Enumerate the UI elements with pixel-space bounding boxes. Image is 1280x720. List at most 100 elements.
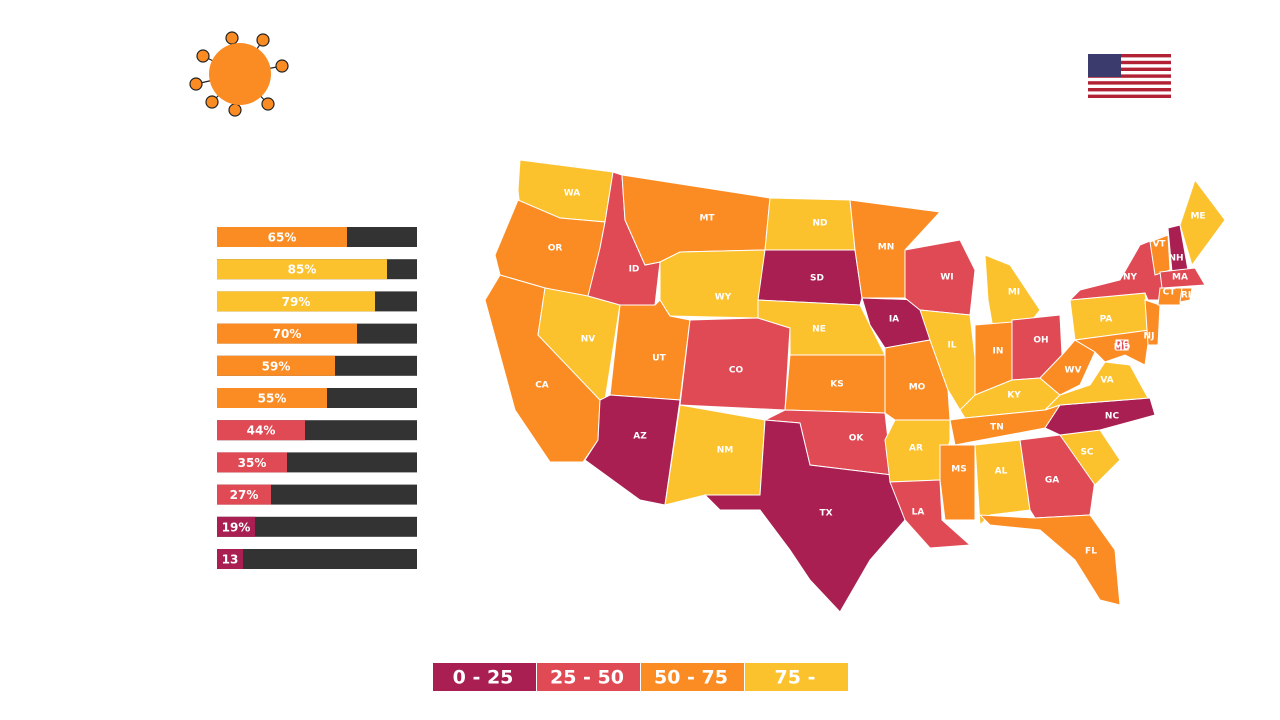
state-label: OK	[849, 434, 865, 444]
state-label: CO	[729, 366, 744, 376]
state	[584, 394, 681, 506]
bar-label: 27%	[230, 488, 259, 502]
state	[1044, 361, 1149, 411]
state-label: ID	[629, 265, 640, 275]
legend-label: 50 - 75	[654, 667, 728, 689]
state-label: MN	[878, 243, 895, 253]
state	[1115, 339, 1129, 351]
state	[764, 197, 856, 251]
state-label: FL	[1085, 547, 1097, 557]
legend-label: 0 - 25	[453, 667, 514, 689]
state-label: IL	[947, 341, 956, 351]
state-label: UT	[652, 354, 666, 364]
bar	[217, 516, 255, 537]
legend-swatch	[537, 663, 640, 691]
state	[757, 249, 863, 306]
state-label: AR	[909, 444, 923, 454]
state	[978, 514, 1121, 606]
state-label: CT	[1163, 288, 1177, 298]
bar-label: 44%	[247, 424, 276, 438]
bar	[217, 323, 357, 344]
state-label: TX	[819, 509, 832, 519]
bar-list: 65% 85% 79% 70% 59% 55% 44% 35% 27% 19% 13	[217, 227, 417, 569]
state-label: KS	[830, 380, 843, 390]
legend-swatch	[641, 663, 744, 691]
state-label: IN	[993, 347, 1004, 357]
bar-track	[217, 549, 417, 569]
bar	[217, 420, 305, 441]
state	[974, 439, 1031, 527]
state-label: ND	[812, 219, 827, 229]
state-label: KY	[1007, 391, 1021, 401]
bar-label: 19%	[222, 520, 251, 534]
state-label: AZ	[633, 432, 647, 442]
state-label: MT	[699, 214, 715, 224]
legend-swatch	[433, 663, 536, 691]
bar	[217, 484, 271, 505]
state	[1159, 267, 1206, 289]
state-label: MA	[1172, 273, 1188, 283]
state	[703, 419, 906, 613]
bar-label: 55%	[258, 392, 287, 406]
state-label: WV	[1065, 366, 1082, 376]
state-label: RI	[1181, 291, 1191, 301]
state-label: DC	[1115, 340, 1129, 350]
bar	[217, 549, 243, 569]
state-label: VT	[1152, 240, 1166, 250]
us-map: WA OR CA NV ID MT WY UT CO AZ NM ND SD NE KS OK TX MN IA MO…	[484, 159, 1226, 613]
state-label: WI	[940, 273, 953, 283]
state	[659, 249, 766, 319]
state	[664, 404, 766, 506]
state-label: LA	[912, 508, 925, 518]
state	[1157, 287, 1183, 306]
bar	[217, 291, 375, 312]
state-label: SD	[810, 274, 824, 284]
us-flag	[1088, 54, 1171, 98]
state-label: WY	[715, 293, 732, 303]
bar	[217, 388, 327, 408]
state-label: VA	[1100, 376, 1113, 386]
state-label: MD	[1114, 343, 1130, 353]
state-label: SC	[1080, 448, 1093, 458]
state-label: NJ	[1144, 332, 1155, 342]
state-label: GA	[1045, 476, 1059, 486]
state-label: IA	[889, 315, 899, 325]
bar	[217, 355, 335, 376]
bar-label: 65%	[268, 231, 297, 245]
state-label: OH	[1033, 336, 1048, 346]
state-label: WA	[564, 189, 581, 199]
state	[679, 317, 791, 411]
state	[1144, 299, 1161, 346]
bar-track	[217, 516, 417, 537]
state-label: MS	[951, 465, 966, 475]
state-label: NY	[1123, 273, 1138, 283]
legend-label: 25 - 50	[550, 667, 624, 689]
bar	[217, 452, 287, 473]
state-label: NH	[1168, 254, 1183, 264]
state-label: MI	[1008, 288, 1020, 298]
bar-label: 79%	[282, 295, 311, 309]
state-label: MO	[909, 383, 926, 393]
bar-label: 85%	[288, 263, 317, 277]
bar	[217, 227, 347, 247]
legend-label: 75 -	[775, 667, 816, 689]
state-label: NV	[581, 335, 596, 345]
state-label: OR	[548, 244, 563, 254]
legend: 0 - 25 25 - 50 50 - 75 75 -	[433, 663, 848, 691]
state-label: CA	[535, 381, 549, 391]
state	[1179, 287, 1193, 303]
state	[1149, 234, 1171, 276]
legend-swatch	[745, 663, 848, 691]
state	[1179, 178, 1226, 267]
state	[939, 444, 976, 521]
bar	[217, 259, 387, 280]
state-label: AL	[995, 467, 1008, 477]
bar-label: 70%	[273, 327, 302, 341]
bar-label: 13	[222, 553, 239, 567]
state-label: TN	[990, 423, 1004, 433]
state-label: ME	[1190, 212, 1205, 222]
bar-label: 35%	[238, 456, 267, 470]
state-label: NC	[1105, 412, 1120, 422]
state-label: NM	[717, 446, 734, 456]
